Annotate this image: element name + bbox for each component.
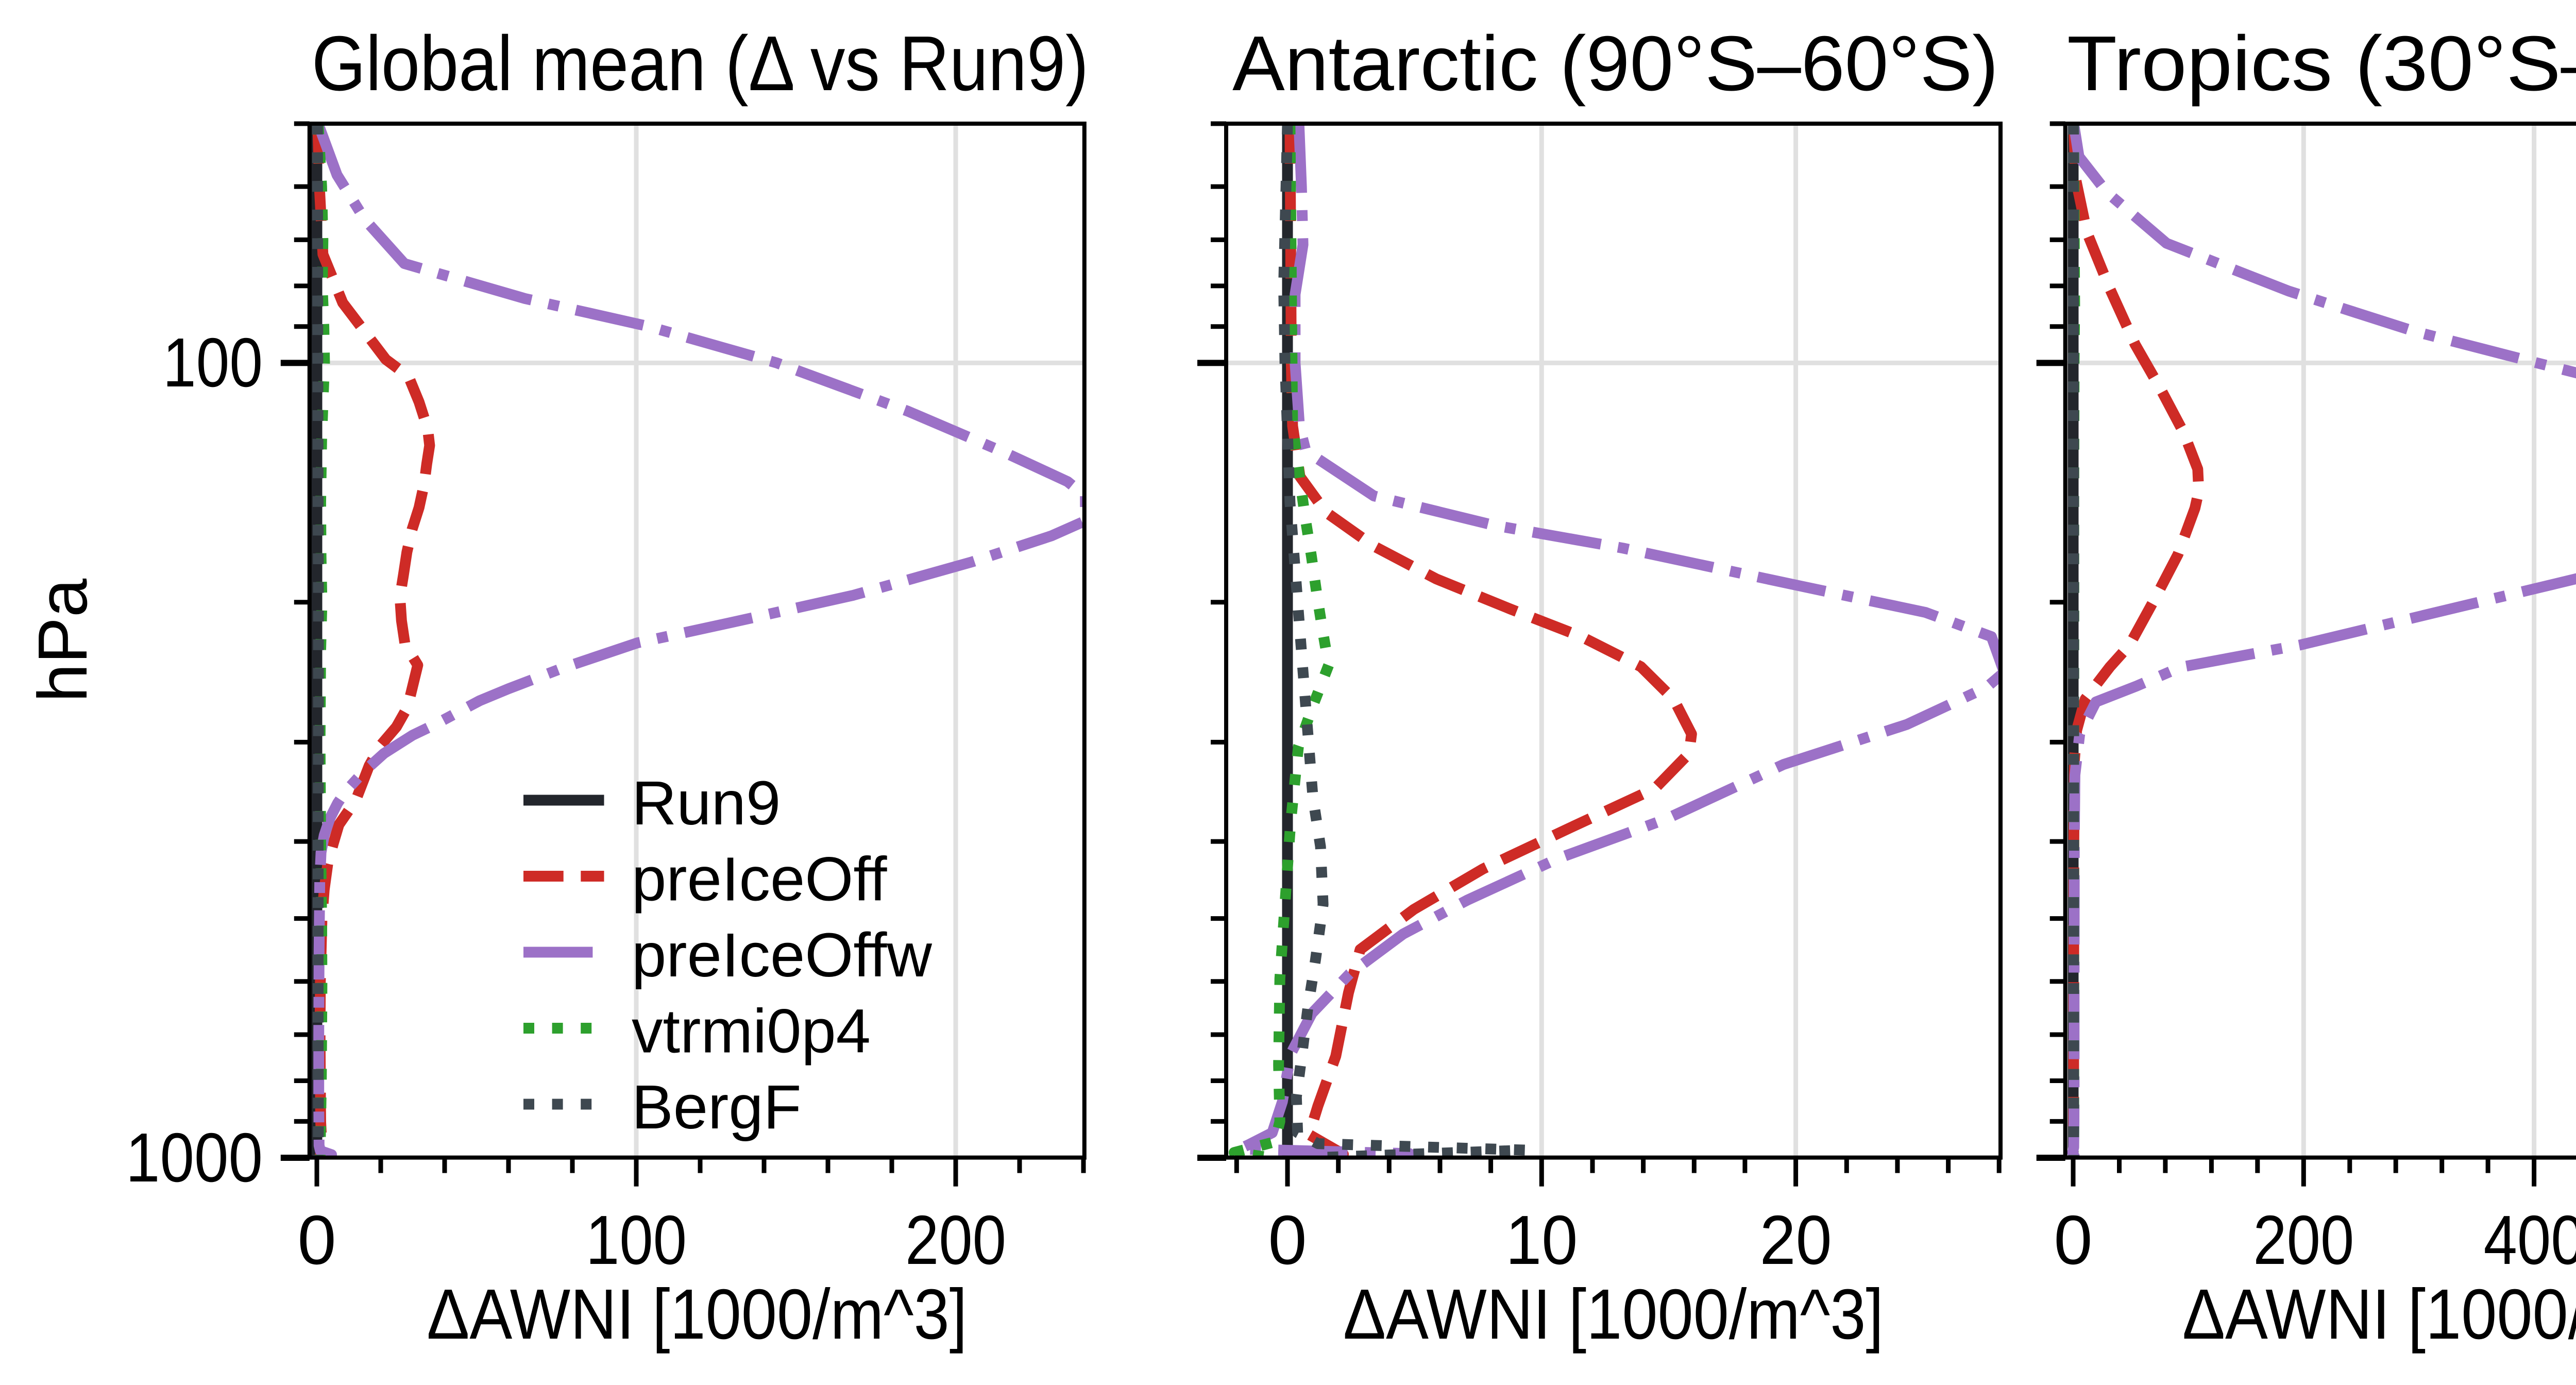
svg-text:Antarctic (90°S–60°S): Antarctic (90°S–60°S) <box>1232 20 1998 107</box>
svg-text:0: 0 <box>1268 1201 1307 1279</box>
svg-text:20: 20 <box>1760 1201 1832 1279</box>
svg-text:0: 0 <box>297 1201 336 1279</box>
svg-text:vtrmi0p4: vtrmi0p4 <box>632 996 871 1066</box>
svg-text:Tropics (30°S–30°N): Tropics (30°S–30°N) <box>2067 20 2576 107</box>
svg-text:ΔAWNI [1000/m^3]: ΔAWNI [1000/m^3] <box>1343 1275 1884 1354</box>
svg-text:200: 200 <box>2253 1201 2354 1279</box>
svg-text:Run9: Run9 <box>632 768 781 838</box>
svg-text:ΔAWNI [1000/m^3]: ΔAWNI [1000/m^3] <box>2182 1275 2576 1354</box>
svg-text:BergF: BergF <box>632 1072 802 1142</box>
svg-text:100: 100 <box>163 324 263 401</box>
svg-text:ΔAWNI [1000/m^3]: ΔAWNI [1000/m^3] <box>427 1275 967 1354</box>
svg-text:10: 10 <box>1505 1201 1578 1279</box>
svg-text:hPa: hPa <box>24 578 101 702</box>
svg-text:preIceOffw: preIceOffw <box>632 920 932 990</box>
svg-text:200: 200 <box>905 1201 1006 1279</box>
svg-text:100: 100 <box>586 1201 687 1279</box>
svg-text:preIceOff: preIceOff <box>632 844 887 914</box>
svg-text:0: 0 <box>2054 1201 2092 1279</box>
svg-text:400: 400 <box>2484 1201 2576 1279</box>
svg-text:1000: 1000 <box>126 1119 263 1196</box>
svg-text:Global mean (Δ vs Run9): Global mean (Δ vs Run9) <box>312 20 1089 107</box>
